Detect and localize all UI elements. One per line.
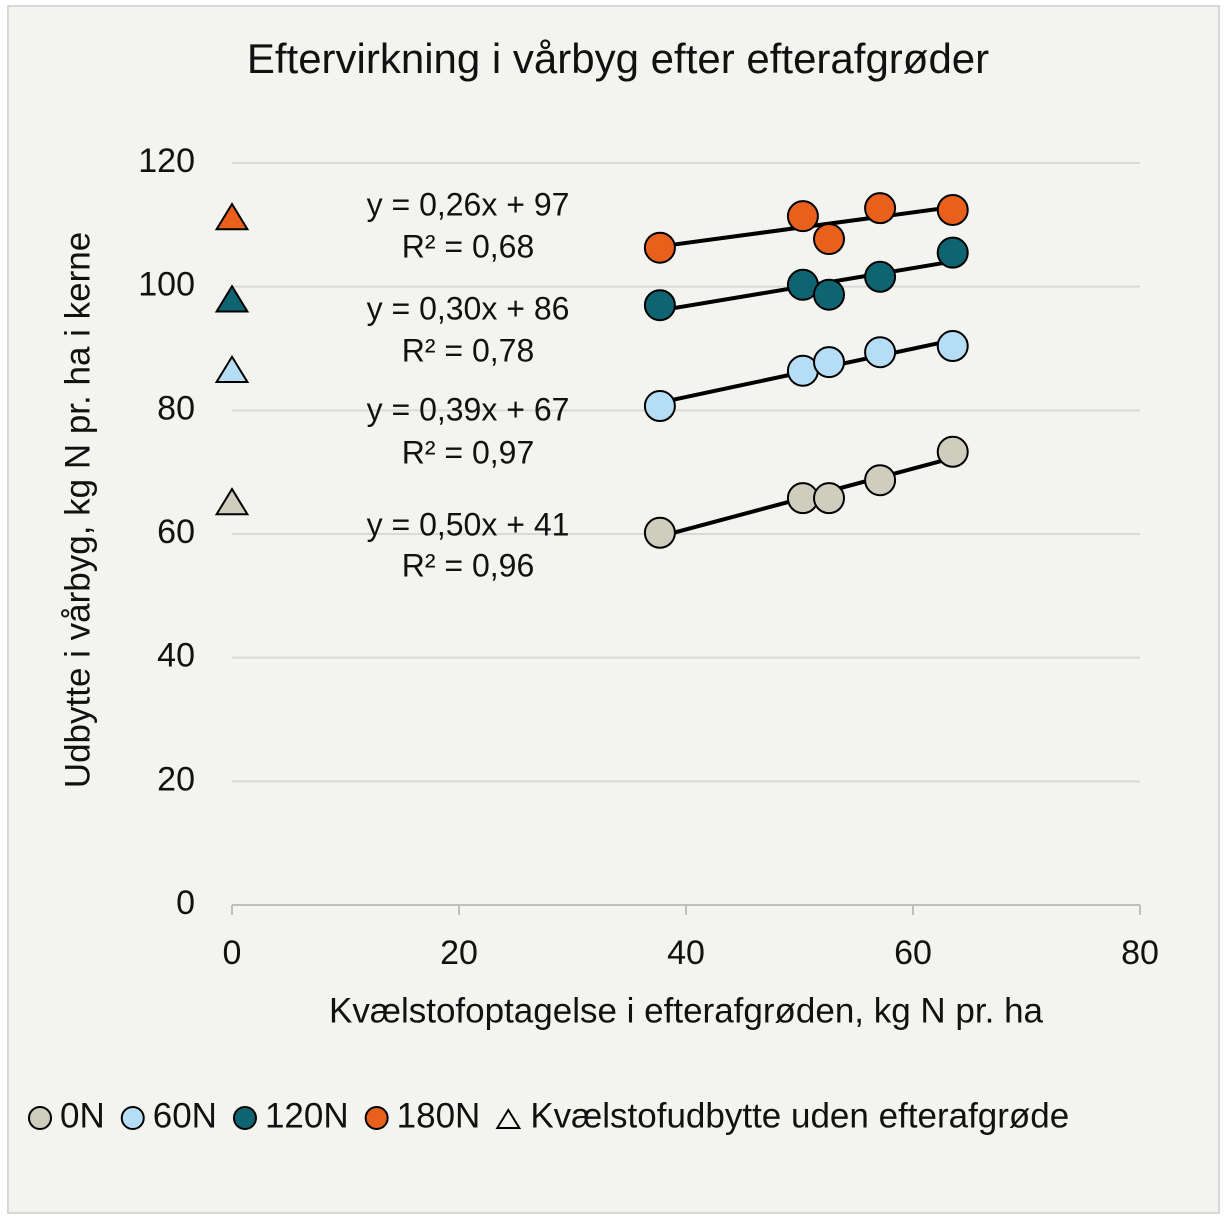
data-point bbox=[813, 223, 846, 256]
legend-marker bbox=[28, 1106, 52, 1130]
data-point bbox=[864, 336, 897, 369]
legend-marker bbox=[495, 1108, 522, 1129]
chart-title: Eftervirkning i vårbyg efter efterafgrød… bbox=[247, 35, 989, 82]
y-tick-label: 80 bbox=[157, 389, 195, 427]
data-point bbox=[643, 390, 676, 423]
data-point bbox=[936, 435, 969, 468]
x-tick-label: 60 bbox=[894, 934, 932, 972]
data-point bbox=[936, 236, 969, 269]
legend-marker bbox=[120, 1106, 145, 1130]
y-tick-label: 100 bbox=[138, 266, 195, 304]
data-point bbox=[864, 260, 897, 293]
y-tick-label: 60 bbox=[157, 513, 195, 551]
y-axis-label: Udbytte i vårbyg, kg N pr. ha i kerne bbox=[58, 232, 97, 788]
reference-point bbox=[214, 202, 250, 231]
data-point bbox=[864, 192, 897, 225]
trend-equation: y = 0,50x + 41 bbox=[367, 506, 570, 542]
data-point bbox=[813, 346, 846, 379]
y-tick-label: 0 bbox=[176, 884, 195, 922]
x-axis-label: Kvælstofoptagelse i efterafgrøden, kg N … bbox=[329, 991, 1044, 1030]
data-point bbox=[864, 464, 897, 497]
data-point bbox=[813, 278, 846, 311]
legend-label: 120N bbox=[265, 1096, 349, 1135]
trend-equation: y = 0,26x + 97 bbox=[367, 186, 570, 222]
reference-point bbox=[214, 284, 250, 313]
trend-equation: y = 0,39x + 67 bbox=[367, 391, 570, 427]
x-tick-label: 40 bbox=[667, 934, 705, 972]
data-point bbox=[643, 231, 676, 264]
trend-r-squared: R² = 0,96 bbox=[402, 547, 535, 583]
y-tick-label: 20 bbox=[157, 760, 195, 798]
legend-label: Kvælstofudbytte uden efterafgrøde bbox=[530, 1096, 1069, 1135]
data-point bbox=[786, 200, 819, 233]
y-tick-label: 40 bbox=[157, 637, 195, 675]
trend-r-squared: R² = 0,68 bbox=[402, 228, 535, 264]
data-point bbox=[813, 482, 846, 515]
x-tick-label: 80 bbox=[1121, 934, 1159, 972]
reference-point bbox=[214, 487, 250, 516]
data-point bbox=[643, 289, 676, 322]
trend-r-squared: R² = 0,97 bbox=[402, 434, 535, 470]
legend-label: 60N bbox=[153, 1096, 217, 1135]
data-point bbox=[936, 193, 969, 226]
legend-label: 0N bbox=[60, 1096, 105, 1135]
trend-r-squared: R² = 0,78 bbox=[402, 332, 535, 368]
y-tick-label: 120 bbox=[138, 142, 195, 180]
legend-label: 180N bbox=[397, 1096, 481, 1135]
chart-background bbox=[7, 5, 1220, 1214]
reference-point bbox=[214, 354, 250, 383]
data-point bbox=[643, 516, 676, 549]
x-tick-label: 0 bbox=[223, 934, 242, 972]
data-point bbox=[936, 330, 969, 363]
trend-equation: y = 0,30x + 86 bbox=[367, 290, 570, 326]
legend-marker bbox=[232, 1106, 257, 1130]
x-tick-label: 20 bbox=[440, 934, 478, 972]
legend-marker bbox=[364, 1106, 389, 1130]
